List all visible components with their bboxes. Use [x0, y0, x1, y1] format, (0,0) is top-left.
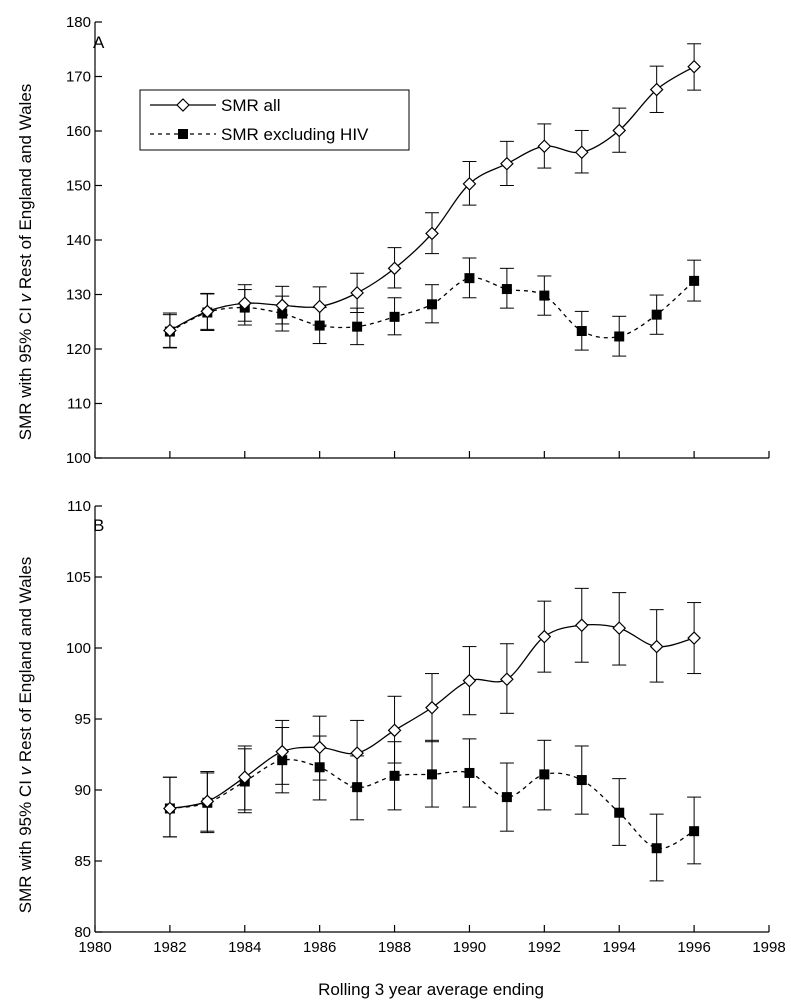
x-axis-title: Rolling 3 year average ending [318, 980, 544, 999]
panel-a-point-smr-all [425, 226, 439, 241]
panel-a-point-smr-all [387, 261, 402, 276]
panel-b-x-tick-label: 1992 [528, 939, 561, 956]
panel-a-series-smr-all [162, 43, 702, 348]
panel-a-point-smr-all [462, 177, 477, 191]
panel-a-point-smr-excluding-hiv [501, 284, 512, 295]
panel-b-series-smr-excluding-hiv [162, 727, 702, 882]
panel-a-point-smr-excluding-hiv [651, 309, 662, 320]
panel-b-point-smr-excluding-hiv [539, 769, 550, 780]
legend-label-smr-excluding-hiv: SMR excluding HIV [221, 125, 369, 144]
panel-a-y-tick-label: 140 [66, 232, 91, 249]
panel-a-point-smr-excluding-hiv [389, 311, 400, 322]
panel-a-point-smr-all [237, 296, 252, 311]
panel-a-point-smr-excluding-hiv [539, 290, 550, 301]
panel-b-y-tick-label: 110 [67, 498, 91, 515]
panel-b-point-smr-all [163, 801, 177, 816]
panel-b-y-tick-label: 105 [66, 569, 91, 586]
panel-b-point-smr-excluding-hiv [501, 792, 512, 803]
panel-b-series-smr-all [162, 587, 702, 838]
panel-a-point-smr-excluding-hiv [352, 321, 363, 332]
panel-a-point-smr-excluding-hiv [689, 275, 700, 286]
panel-b-x-tick-label: 1996 [677, 939, 710, 956]
panel-b-point-smr-all [350, 746, 364, 760]
panel-a-point-smr-excluding-hiv [314, 320, 325, 331]
legend-marker-smr-excluding-hiv [178, 129, 188, 139]
panel-a-y-tick-label: 130 [66, 287, 91, 304]
panel-b-x-tick-label: 1980 [78, 939, 111, 956]
panel-a-chart: A SMR with 95% CI v Rest of England and … [16, 14, 770, 467]
panel-b-y-tick-label: 100 [66, 640, 91, 657]
panel-b-point-smr-all [237, 770, 252, 785]
panel-a-point-smr-excluding-hiv [576, 326, 587, 337]
panel-b-x-tick-label: 1998 [752, 939, 785, 956]
panel-b-axes: 80 85 90 95 100 105 110 1980 1982 1984 1986 1988 199… [66, 498, 786, 956]
panel-b-point-smr-all [275, 744, 290, 759]
panel-a-axes: 100 110 120 130 140 150 160 170 180 [66, 14, 770, 467]
panel-a-point-smr-all [350, 286, 364, 300]
panel-a-y-tick-label: 110 [67, 396, 91, 413]
panel-b-point-smr-all [537, 629, 552, 644]
panel-b-point-smr-excluding-hiv [689, 826, 700, 837]
panel-b-point-smr-all [687, 631, 701, 645]
panel-b-x-tick-label: 1994 [603, 939, 636, 956]
panel-b-label: B [93, 516, 104, 535]
panel-b-y-tick-label: 85 [74, 853, 91, 870]
panel-b-point-smr-excluding-hiv [427, 769, 437, 780]
panel-b-x-tick-label: 1988 [378, 939, 411, 956]
panel-a-point-smr-all [574, 145, 589, 160]
panel-a-point-smr-all [275, 298, 290, 313]
panel-a-point-smr-all [500, 156, 514, 171]
panel-a-point-smr-all [200, 304, 215, 319]
panel-a-y-tick-label: 120 [66, 341, 91, 358]
panel-a-point-smr-excluding-hiv [427, 299, 437, 310]
panel-b-point-smr-all [425, 700, 439, 715]
panel-a-y-tick-label: 170 [66, 69, 91, 86]
panel-b-x-tick-label: 1986 [303, 939, 336, 956]
panel-b-y-tick-label: 90 [74, 782, 91, 799]
panel-a-y-tick-label: 160 [66, 123, 91, 140]
panel-b-x-tick-label: 1982 [153, 939, 186, 956]
panel-b-chart: B SMR with 95% CI v Rest of England and … [16, 498, 786, 999]
panel-b-point-smr-all [462, 673, 477, 688]
panel-b-point-smr-excluding-hiv [614, 807, 625, 818]
legend-marker-smr-all [176, 98, 190, 112]
panel-b-point-smr-all [387, 723, 402, 738]
panel-b-point-smr-all [500, 672, 514, 687]
panel-b-y-axis-title: SMR with 95% CI v Rest of England and Wa… [16, 557, 35, 914]
panel-a-y-axis-title: SMR with 95% CI v Rest of England and Wa… [16, 84, 35, 441]
panel-b-point-smr-excluding-hiv [576, 775, 587, 786]
panel-a-y-tick-label: 180 [66, 14, 91, 31]
panel-a-point-smr-all [687, 59, 701, 74]
panel-a-label: A [93, 33, 105, 52]
panel-a-point-smr-all [612, 123, 627, 138]
panel-b-point-smr-all [612, 621, 627, 635]
panel-a-point-smr-excluding-hiv [614, 331, 625, 342]
legend-label-smr-all: SMR all [221, 96, 281, 115]
panel-b-point-smr-all [200, 794, 215, 809]
panel-b-point-smr-excluding-hiv [464, 767, 475, 778]
panel-b-y-tick-label: 95 [74, 711, 91, 728]
panel-b-x-tick-label: 1984 [228, 939, 261, 956]
panel-b-point-smr-all [312, 740, 327, 755]
panel-b-point-smr-excluding-hiv [389, 770, 400, 781]
panel-a-point-smr-all [163, 323, 177, 338]
panel-b-y-tick-label: 80 [74, 924, 91, 941]
panel-a-point-smr-all [312, 299, 327, 314]
panel-b-point-smr-all [574, 618, 589, 633]
panel-a-y-tick-label: 100 [66, 450, 91, 467]
panel-a-point-smr-all [537, 139, 552, 154]
panel-a-point-smr-excluding-hiv [464, 273, 475, 284]
panel-b-point-smr-all [649, 639, 664, 654]
panel-b-point-smr-excluding-hiv [651, 843, 662, 854]
panel-b-x-tick-label: 1990 [453, 939, 486, 956]
legend: SMR all SMR excluding HIV [139, 89, 410, 151]
panel-a-point-smr-all [649, 82, 664, 97]
panel-a-y-tick-label: 150 [66, 178, 91, 195]
